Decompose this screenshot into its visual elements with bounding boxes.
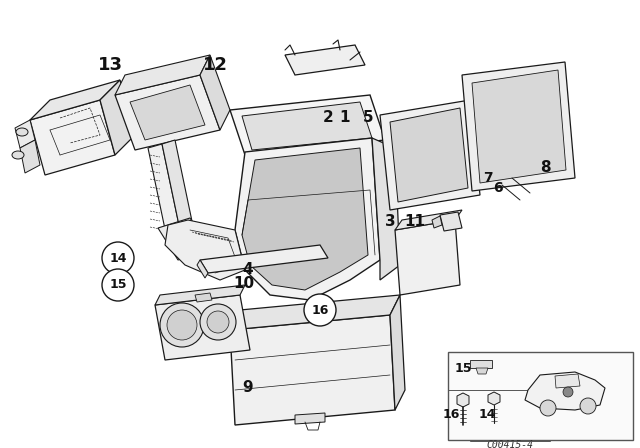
Polygon shape [200, 245, 328, 273]
Text: 15: 15 [454, 362, 472, 375]
Polygon shape [462, 62, 575, 191]
Polygon shape [155, 295, 250, 360]
Polygon shape [242, 102, 372, 150]
Circle shape [540, 400, 556, 416]
Polygon shape [390, 108, 468, 202]
Polygon shape [195, 293, 212, 302]
Polygon shape [115, 55, 210, 95]
Polygon shape [242, 148, 368, 290]
Text: 2: 2 [323, 111, 333, 125]
Text: 10: 10 [234, 276, 255, 290]
Text: 12: 12 [202, 56, 227, 74]
Polygon shape [148, 144, 180, 234]
Text: 7: 7 [483, 171, 493, 185]
Polygon shape [162, 140, 193, 230]
Polygon shape [197, 260, 208, 278]
Text: 13: 13 [97, 56, 122, 74]
Polygon shape [372, 138, 400, 280]
Polygon shape [158, 218, 210, 260]
Text: 6: 6 [493, 181, 503, 195]
Polygon shape [432, 216, 442, 228]
Text: C00415-4: C00415-4 [486, 440, 534, 448]
Polygon shape [395, 220, 460, 295]
Text: 15: 15 [109, 279, 127, 292]
Ellipse shape [12, 151, 24, 159]
Polygon shape [555, 374, 580, 388]
Polygon shape [15, 120, 35, 148]
Polygon shape [285, 45, 365, 75]
Circle shape [160, 303, 204, 347]
Text: 14: 14 [109, 251, 127, 264]
Circle shape [200, 304, 236, 340]
Polygon shape [20, 140, 40, 173]
Polygon shape [200, 55, 230, 130]
Text: 8: 8 [540, 160, 550, 176]
Text: 4: 4 [243, 263, 253, 277]
Text: 9: 9 [243, 380, 253, 396]
Polygon shape [230, 315, 395, 425]
Polygon shape [395, 210, 462, 230]
Text: 3: 3 [385, 215, 396, 229]
Polygon shape [235, 138, 380, 300]
Text: 16: 16 [442, 409, 460, 422]
Text: 16: 16 [311, 303, 329, 316]
Polygon shape [165, 220, 245, 280]
Polygon shape [457, 393, 469, 407]
Circle shape [102, 269, 134, 301]
Text: 11: 11 [404, 215, 426, 229]
Polygon shape [295, 413, 325, 424]
Circle shape [207, 311, 229, 333]
Polygon shape [30, 80, 120, 120]
Text: 5: 5 [363, 111, 373, 125]
Polygon shape [472, 70, 566, 183]
Circle shape [167, 310, 197, 340]
Polygon shape [130, 85, 205, 140]
Polygon shape [525, 372, 605, 410]
Circle shape [304, 294, 336, 326]
Circle shape [563, 387, 573, 397]
Polygon shape [448, 352, 633, 440]
Polygon shape [488, 392, 500, 405]
Polygon shape [115, 75, 220, 150]
Circle shape [102, 242, 134, 274]
Polygon shape [30, 100, 115, 175]
Polygon shape [440, 212, 462, 231]
Polygon shape [470, 360, 492, 368]
Polygon shape [380, 100, 480, 210]
Polygon shape [230, 95, 385, 155]
Polygon shape [390, 295, 405, 410]
Text: 14: 14 [478, 409, 496, 422]
Circle shape [580, 398, 596, 414]
Ellipse shape [16, 128, 28, 136]
Text: 1: 1 [340, 111, 350, 125]
Polygon shape [476, 368, 488, 374]
Polygon shape [155, 285, 245, 305]
Polygon shape [230, 295, 400, 330]
Polygon shape [100, 80, 135, 155]
